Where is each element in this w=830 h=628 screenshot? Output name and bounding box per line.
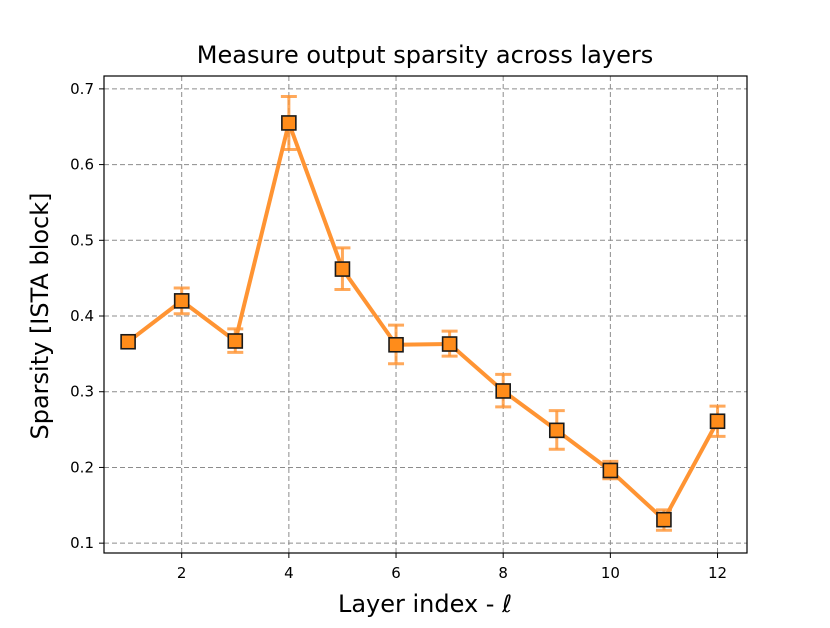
x-tick-label: 12 bbox=[708, 564, 727, 582]
y-tick-label: 0.6 bbox=[70, 156, 94, 174]
y-tick-label: 0.1 bbox=[70, 534, 94, 552]
y-tick-label: 0.2 bbox=[70, 458, 94, 476]
data-point bbox=[173, 293, 190, 309]
plot-frame bbox=[103, 75, 748, 554]
data-point bbox=[548, 422, 565, 439]
x-tick-label: 10 bbox=[601, 564, 620, 582]
data-point bbox=[709, 413, 726, 430]
data-point bbox=[656, 511, 672, 528]
chart-title: Measure output sparsity across layers bbox=[197, 41, 653, 69]
y-tick-label: 0.7 bbox=[70, 80, 94, 98]
data-point bbox=[388, 336, 404, 353]
series-line bbox=[126, 120, 720, 522]
data-point bbox=[120, 333, 136, 350]
data-point bbox=[334, 261, 351, 277]
axis-ticks: 2 4 6 8 10 12 0.1 0.2 0.3 0.4 0.5 0.6 0.7 bbox=[70, 80, 727, 582]
x-tick-label: 8 bbox=[498, 564, 508, 582]
data-point bbox=[495, 383, 511, 399]
x-tick-label: 4 bbox=[284, 564, 294, 582]
series-layer bbox=[120, 94, 726, 532]
data-point bbox=[227, 333, 244, 349]
data-point bbox=[441, 336, 458, 352]
y-tick-label: 0.4 bbox=[70, 307, 94, 325]
x-tick-label: 6 bbox=[391, 564, 401, 582]
data-point bbox=[602, 462, 619, 479]
data-point bbox=[281, 115, 297, 131]
y-axis-label: Sparsity [ISTA block] bbox=[26, 192, 54, 439]
x-tick-label: 2 bbox=[177, 564, 187, 582]
y-tick-label: 0.3 bbox=[70, 383, 94, 401]
x-axis-label: Layer index - ℓ bbox=[338, 590, 512, 618]
y-tick-label: 0.5 bbox=[70, 231, 94, 249]
grid bbox=[104, 76, 747, 553]
